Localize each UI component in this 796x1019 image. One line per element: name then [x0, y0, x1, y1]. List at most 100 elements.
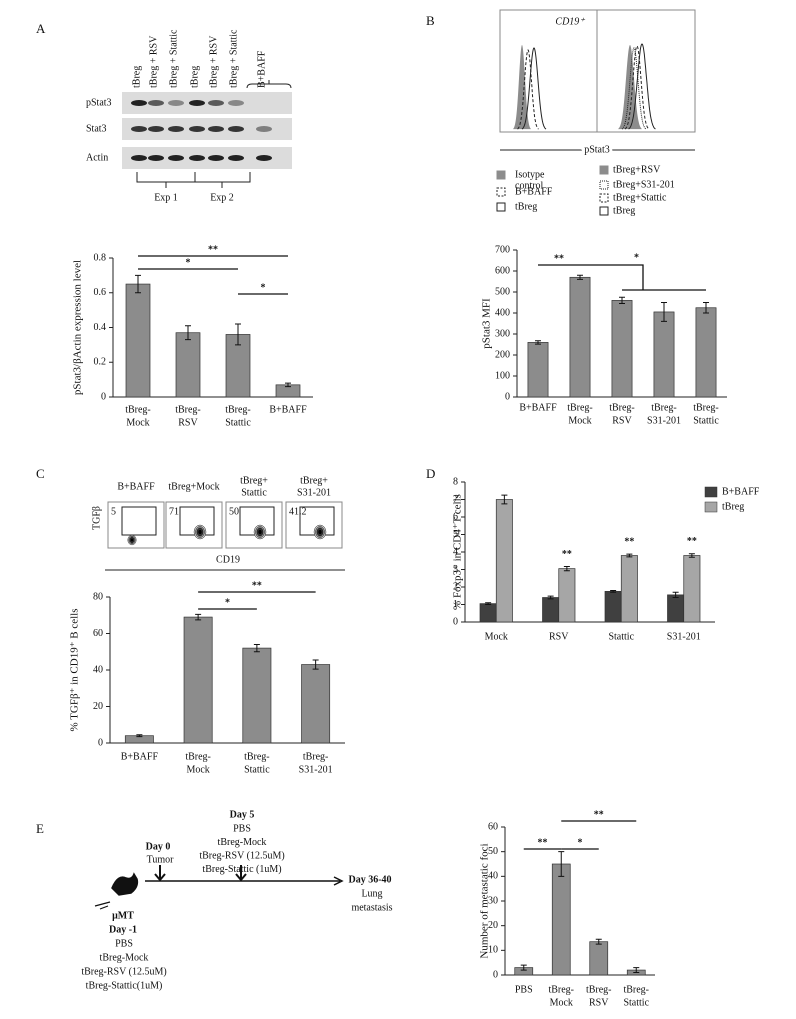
blot-band: [148, 155, 164, 161]
legend-label: Isotype: [515, 169, 545, 180]
x-tick-label: Mock: [568, 415, 591, 426]
error-bar: [185, 325, 191, 341]
error-bar: [610, 590, 617, 593]
blot-band: [228, 100, 244, 106]
flow-xlabel: pStat3: [584, 144, 610, 155]
plot-title: B+BAFF: [117, 481, 155, 492]
blot-band: [168, 126, 184, 132]
error-bar: [547, 595, 554, 600]
blot-row-label: Actin: [86, 152, 108, 163]
y-tick-label: 3: [453, 564, 458, 575]
blot-strip: [122, 147, 292, 169]
panel-label: A: [36, 21, 46, 36]
blot-band: [189, 155, 205, 161]
bar: [495, 499, 513, 623]
bar: [551, 863, 571, 976]
y-tick-label: 0.4: [94, 322, 107, 333]
error-bar: [619, 296, 625, 305]
y-tick-label: 40: [488, 871, 498, 882]
error-bar: [520, 964, 527, 971]
x-tick-label: Stattic: [623, 997, 649, 1008]
syringe: [94, 901, 111, 910]
x-tick-label: tBreg-: [125, 404, 151, 415]
y-tick-label: 6: [453, 511, 458, 522]
bar: [620, 555, 638, 623]
timeline-title: Day 5: [230, 809, 255, 820]
significance-label: **: [594, 809, 604, 820]
x-tick-label: PBS: [515, 984, 533, 995]
error-bar: [633, 967, 640, 974]
error-bar: [577, 274, 583, 280]
y-tick-label: 80: [93, 591, 103, 602]
blot-band: [256, 126, 272, 132]
bar: [479, 603, 497, 623]
y-axis-label: pStat3 MFI: [481, 298, 493, 349]
error-bar: [485, 602, 492, 605]
error-bar: [595, 938, 602, 945]
x-tick-label: tBreg-: [693, 402, 719, 413]
blot-band: [228, 155, 244, 161]
x-tick-label: S31-201: [647, 415, 681, 426]
x-tick-label: tBreg-: [567, 402, 593, 413]
x-tick-label: tBreg-: [609, 402, 635, 413]
y-tick-label: 0.6: [94, 287, 107, 298]
blot-band: [256, 155, 272, 161]
y-tick-label: 5: [453, 529, 458, 540]
blot-band: [168, 100, 184, 106]
error-bar: [661, 302, 667, 322]
legend-label: tBreg+Stattic: [613, 192, 667, 203]
flow-box: [165, 501, 223, 549]
timeline-arrowhead: [333, 876, 344, 886]
flow-box: [285, 501, 343, 549]
x-tick-label: tBreg-: [244, 751, 270, 762]
error-bar: [626, 553, 633, 558]
blot-row-label: pStat3: [86, 97, 112, 108]
x-tick-label: B+BAFF: [519, 402, 557, 413]
error-bar: [688, 553, 695, 558]
contour: [318, 529, 322, 535]
y-tick-label: 400: [495, 307, 510, 318]
panel-label: D: [426, 466, 435, 481]
timeline-item: tBreg-Mock: [100, 952, 149, 963]
blot-band: [168, 155, 184, 161]
timeline-title: Day 36-40: [348, 874, 391, 885]
x-tick-label: Stattic: [608, 631, 634, 642]
y-tick-label: 0.2: [94, 357, 107, 368]
bar: [542, 597, 560, 623]
legend-swatch: [704, 486, 718, 498]
y-tick-label: 60: [93, 628, 103, 639]
panel-label: C: [36, 466, 45, 481]
error-bar: [253, 643, 260, 653]
y-tick-label: 4: [453, 546, 458, 557]
blot-strip: [122, 118, 292, 140]
bar: [183, 616, 213, 744]
blot-band: [131, 155, 147, 161]
y-tick-label: 40: [93, 664, 103, 675]
lane-label: tBreg: [189, 66, 200, 88]
error-bar: [703, 302, 709, 314]
x-tick-label: tBreg-: [548, 984, 574, 995]
x-tick-label: B+BAFF: [269, 404, 307, 415]
y-tick-label: 0: [101, 391, 106, 402]
timeline-item: PBS: [233, 823, 251, 834]
y-tick-label: 600: [495, 265, 510, 276]
bar: [611, 300, 633, 398]
contour: [130, 538, 134, 542]
arrow-day0: [154, 865, 166, 882]
bar: [527, 342, 549, 398]
timeline-item: tBreg-Mock: [218, 837, 267, 848]
gate: [121, 506, 157, 536]
marker-tbreg2: [599, 206, 609, 216]
significance-label: **: [538, 837, 548, 848]
histogram: [513, 45, 531, 130]
x-tick-label: S31-201: [667, 631, 701, 642]
lane-label: tBreg + Stattic: [228, 29, 239, 88]
histogram: [517, 49, 539, 130]
group-label: Exp 1: [154, 192, 178, 203]
bar: [683, 555, 701, 623]
flow-box: [596, 9, 696, 133]
gate-value: 50: [229, 506, 239, 517]
x-tick-label: Mock: [550, 997, 573, 1008]
